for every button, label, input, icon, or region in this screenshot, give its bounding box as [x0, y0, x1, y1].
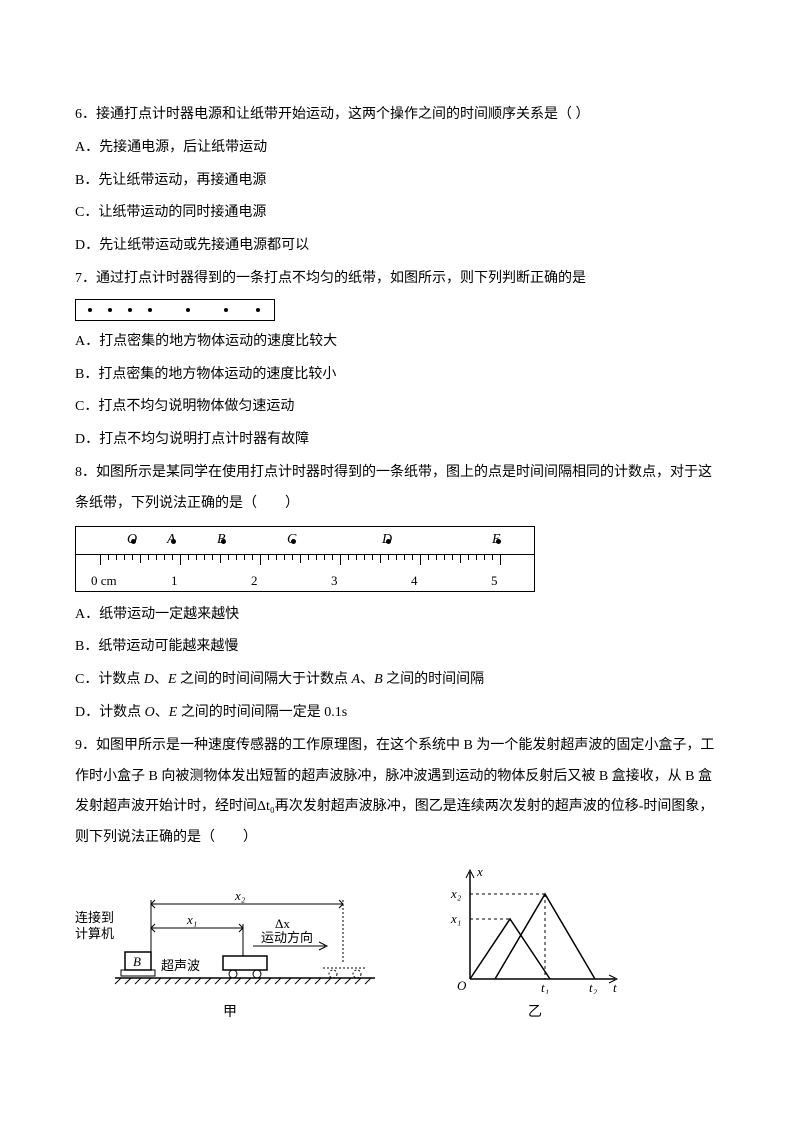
text: 之间的时间间隔 — [383, 672, 485, 687]
q8-opt-d: D．计数点 O、E 之间的时间间隔一定是 0.1s — [75, 698, 719, 729]
q7-opt-b: B．打点密集的地方物体运动的速度比较小 — [75, 360, 719, 391]
svg-text:连接到: 连接到 — [75, 910, 114, 925]
svg-text:B: B — [133, 954, 141, 969]
q9-stem: 9．如图甲所示是一种速度传感器的工作原理图，在这个系统中 B 为一个能发射超声波… — [75, 731, 719, 854]
var-b: B — [374, 672, 383, 687]
q6-stem: 6．接通打点计时器电源和让纸带开始运动，这两个操作之间的时间顺序关系是（ ） — [75, 100, 719, 131]
svg-text:x₂: x₂ — [450, 886, 462, 901]
svg-text:运动方向: 运动方向 — [261, 930, 313, 945]
q9-fig1: 连接到 计算机 B 超声波 — [75, 884, 385, 1029]
var-d: D — [144, 672, 154, 687]
svg-text:x₂: x₂ — [234, 888, 246, 903]
q8-opt-a: A．纸带运动一定越来越快 — [75, 600, 719, 631]
svg-text:x₁: x₁ — [450, 911, 461, 926]
q6-opt-d: D．先让纸带运动或先接通电源都可以 — [75, 231, 719, 262]
svg-text:x₁: x₁ — [186, 912, 197, 927]
svg-text:t: t — [613, 980, 617, 994]
text: C．计数点 — [75, 672, 144, 687]
q8-ruler-figure: OABCDE 0 cm12345 — [75, 526, 719, 592]
q7-opt-a: A．打点密集的地方物体运动的速度比较大 — [75, 327, 719, 358]
svg-text:Δx: Δx — [275, 916, 290, 931]
svg-text:x: x — [476, 864, 483, 879]
q8-stem: 8．如图所示是某同学在使用打点计时器时得到的一条纸带，图上的点是时间间隔相同的计… — [75, 458, 719, 520]
xt-graph-icon: x t O x₂ x₁ t₁ t₂ — [445, 864, 625, 994]
text: 、 — [155, 705, 169, 720]
var-e: E — [168, 672, 177, 687]
var-o: O — [145, 705, 155, 720]
sensor-diagram-icon: 连接到 计算机 B 超声波 — [75, 884, 385, 994]
fig2-caption: 乙 — [528, 998, 542, 1029]
q6-opt-c: C．让纸带运动的同时接通电源 — [75, 198, 719, 229]
q7-opt-d: D．打点不均匀说明打点计时器有故障 — [75, 425, 719, 456]
q9-fig2: x t O x₂ x₁ t₁ t₂ 乙 — [445, 864, 625, 1029]
q9-figures: 连接到 计算机 B 超声波 — [75, 864, 719, 1029]
svg-text:超声波: 超声波 — [161, 958, 200, 973]
q6-opt-b: B．先让纸带运动，再接通电源 — [75, 166, 719, 197]
text: 、 — [360, 672, 374, 687]
text: 之间的时间间隔大于计数点 — [177, 672, 352, 687]
svg-text:t₁: t₁ — [541, 980, 549, 994]
q6-opt-a: A．先接通电源，后让纸带运动 — [75, 133, 719, 164]
text: 、 — [154, 672, 168, 687]
svg-text:t₂: t₂ — [589, 980, 598, 994]
q7-dots-figure — [75, 299, 275, 321]
var-a: A — [352, 672, 361, 687]
svg-text:计算机: 计算机 — [75, 926, 114, 941]
q7-opt-c: C．打点不均匀说明物体做匀速运动 — [75, 392, 719, 423]
text: 之间的时间间隔一定是 0.1s — [177, 705, 347, 720]
svg-text:O: O — [457, 978, 467, 993]
text: D．计数点 — [75, 705, 145, 720]
q8-opt-b: B．纸带运动可能越来越慢 — [75, 632, 719, 663]
q8-opt-c: C．计数点 D、E 之间的时间间隔大于计数点 A、B 之间的时间间隔 — [75, 665, 719, 696]
q7-stem: 7．通过打点计时器得到的一条打点不均匀的纸带，如图所示，则下列判断正确的是 — [75, 264, 719, 295]
fig1-caption: 甲 — [223, 998, 237, 1029]
